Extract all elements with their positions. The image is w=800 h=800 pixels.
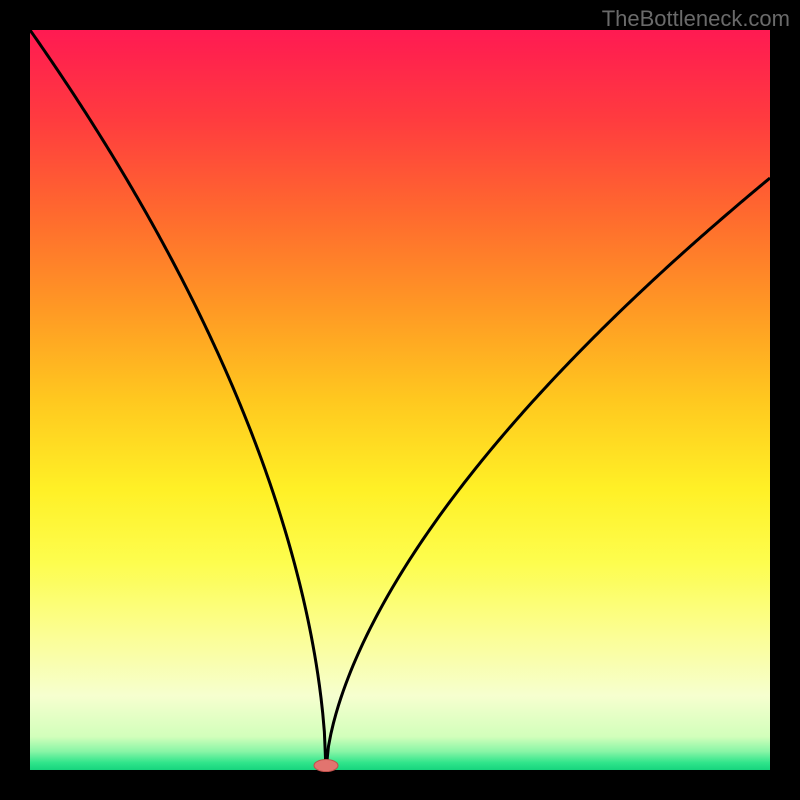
watermark-text: TheBottleneck.com — [602, 6, 790, 32]
bottleneck-chart — [0, 0, 800, 800]
chart-container: TheBottleneck.com — [0, 0, 800, 800]
plot-background — [30, 30, 770, 770]
vertex-marker — [314, 760, 338, 772]
